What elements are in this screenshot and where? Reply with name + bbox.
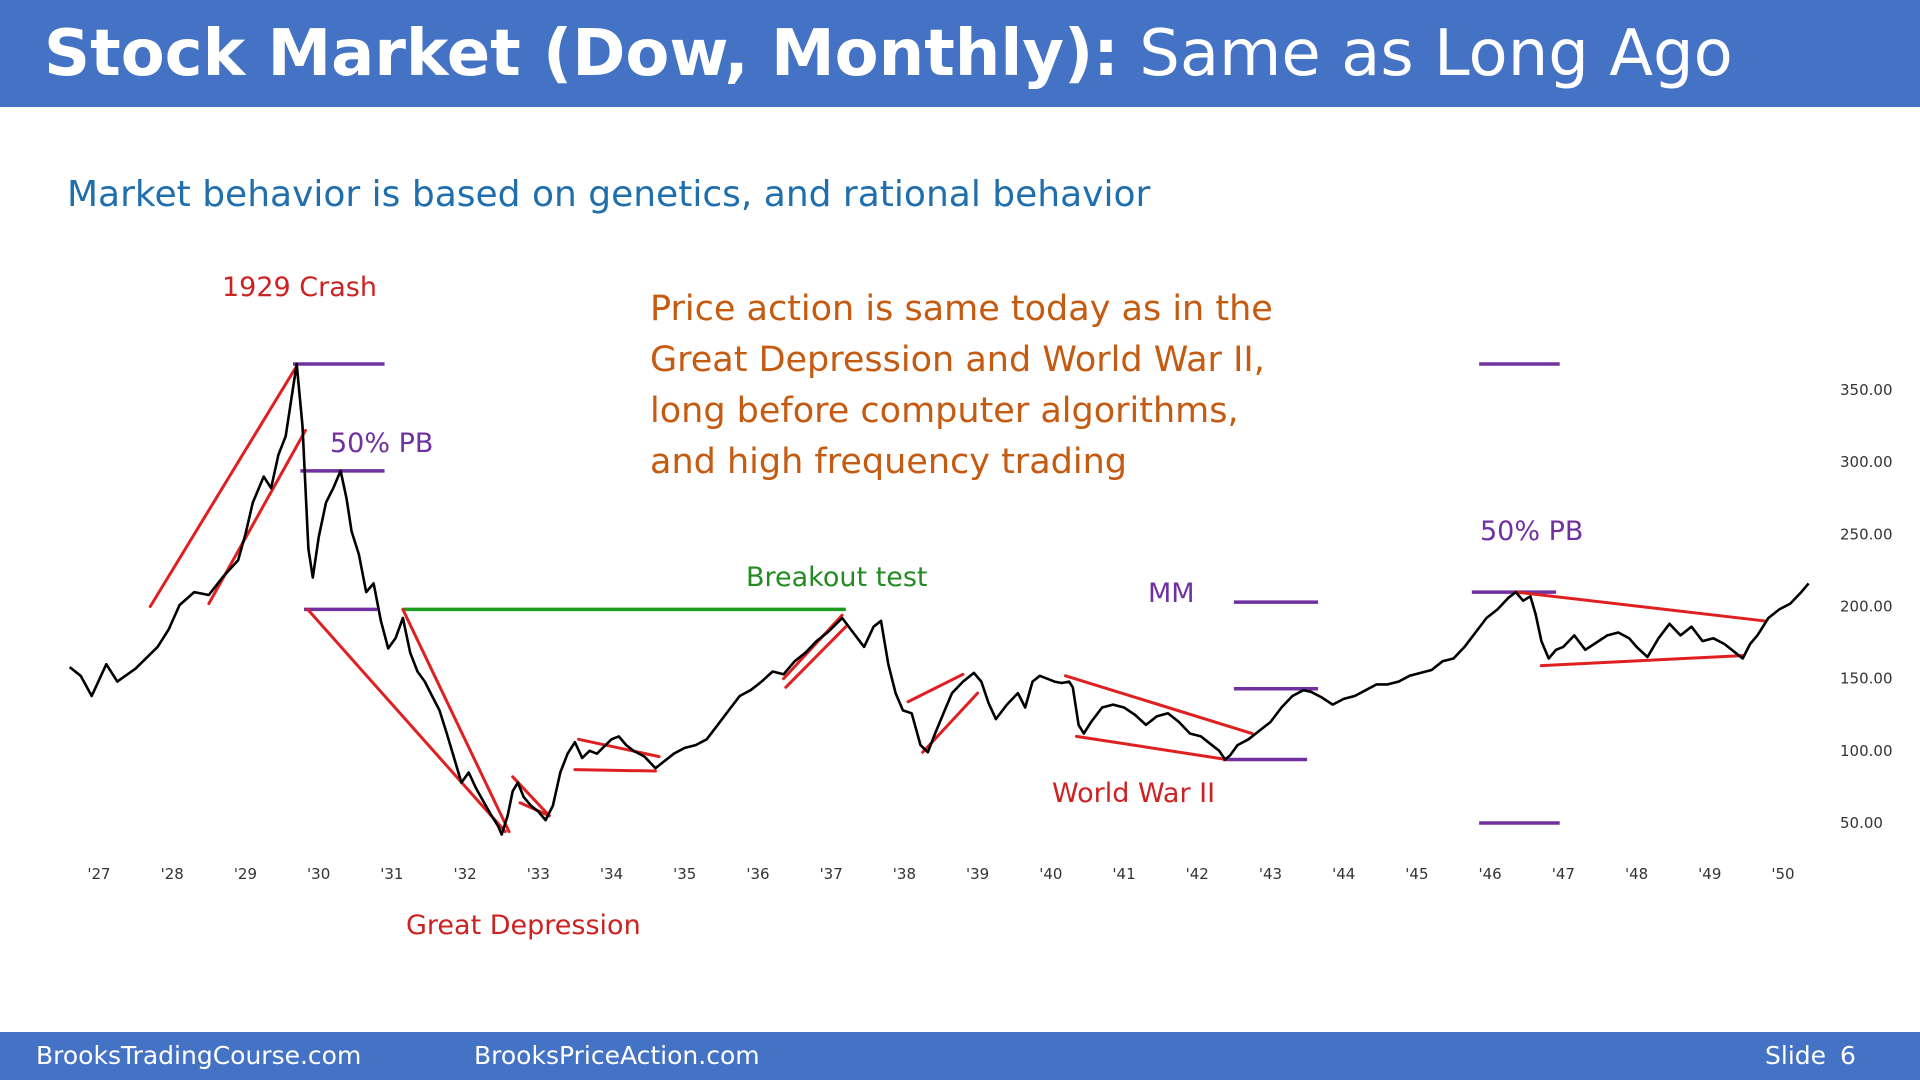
trend-line	[148, 366, 297, 608]
x-tick-label: '34	[600, 865, 623, 883]
label-world-war-ii: World War II	[1052, 778, 1215, 809]
trend-line	[1514, 590, 1767, 623]
label-1929-crash: 1929 Crash	[222, 272, 377, 303]
y-axis: 350.00 300.00 250.00 200.00 150.00 100.00 50.0…	[1840, 381, 1893, 832]
callout-line-3: long before computer algorithms,	[650, 391, 1239, 431]
trend-line	[573, 768, 657, 773]
x-tick-label: '32	[453, 865, 476, 883]
footer-slide-label: Slide	[1765, 1041, 1827, 1070]
x-axis: '27 '28 '29 '30 '31 '32 '33 '34 '35 '36 '37 '38 '39 '…	[87, 865, 1794, 883]
x-tick-label: '29	[234, 865, 257, 883]
trend-line	[1539, 654, 1745, 668]
trend-line	[906, 672, 965, 704]
trend-line	[1074, 734, 1229, 761]
trend-line	[1063, 674, 1254, 736]
x-tick-label: '33	[527, 865, 550, 883]
callout-text: Price action is same today as in the Gre…	[650, 284, 1273, 488]
x-tick-label: '31	[380, 865, 403, 883]
x-tick-label: '39	[966, 865, 989, 883]
subtitle-text: Market behavior is based on genetics, an…	[67, 174, 1151, 215]
x-tick-label: '50	[1771, 865, 1794, 883]
x-tick-label: '48	[1625, 865, 1648, 883]
y-tick-label: 350.00	[1840, 381, 1893, 399]
label-50-pb-right: 50% PB	[1480, 516, 1583, 547]
label-breakout-test: Breakout test	[746, 562, 928, 593]
x-tick-label: '38	[893, 865, 916, 883]
y-tick-label: 250.00	[1840, 525, 1893, 543]
x-tick-label: '40	[1039, 865, 1062, 883]
x-tick-label: '45	[1405, 865, 1428, 883]
x-tick-label: '49	[1698, 865, 1721, 883]
y-tick-label: 50.00	[1840, 814, 1883, 832]
x-tick-label: '42	[1186, 865, 1209, 883]
trend-line	[401, 607, 511, 834]
trend-line	[577, 737, 661, 759]
callout-line-2: Great Depression and World War II,	[650, 340, 1265, 380]
x-tick-label: '46	[1479, 865, 1502, 883]
x-tick-label: '28	[161, 865, 184, 883]
label-great-depression: Great Depression	[406, 910, 641, 941]
x-tick-label: '35	[673, 865, 696, 883]
title-bar: Stock Market (Dow, Monthly): Same as Lon…	[0, 0, 1920, 107]
footer-site-2: BrooksPriceAction.com	[474, 1041, 760, 1070]
x-tick-label: '37	[820, 865, 843, 883]
footer-bar: BrooksTradingCourse.com BrooksPriceActio…	[0, 1032, 1920, 1080]
callout-line-1: Price action is same today as in the	[650, 289, 1273, 329]
label-50-pb-left: 50% PB	[330, 428, 433, 459]
x-tick-label: '43	[1259, 865, 1282, 883]
trend-lines	[148, 366, 1767, 834]
x-tick-label: '36	[746, 865, 769, 883]
dow-monthly-chart: '27 '28 '29 '30 '31 '32 '33 '34 '35 '36 '37 '38 '39 '…	[68, 272, 1893, 941]
price-series	[68, 362, 1810, 836]
x-tick-label: '27	[87, 865, 110, 883]
slide-title-bold: Stock Market (Dow, Monthly):	[44, 17, 1119, 91]
footer-slide-number: 6	[1840, 1041, 1856, 1070]
y-tick-label: 300.00	[1840, 453, 1893, 471]
trend-line	[306, 607, 507, 834]
trend-line	[784, 625, 848, 689]
footer-site-1: BrooksTradingCourse.com	[36, 1041, 362, 1070]
x-tick-label: '44	[1332, 865, 1355, 883]
slide-title: Stock Market (Dow, Monthly): Same as Lon…	[44, 14, 1733, 94]
y-tick-label: 150.00	[1840, 670, 1893, 688]
callout-line-4: and high frequency trading	[650, 442, 1127, 482]
measure-lines	[293, 362, 1560, 825]
slide-title-light: Same as Long Ago	[1139, 17, 1733, 91]
label-mm: MM	[1148, 578, 1195, 609]
x-tick-label: '30	[307, 865, 330, 883]
x-tick-label: '47	[1552, 865, 1575, 883]
x-tick-label: '41	[1112, 865, 1135, 883]
y-tick-label: 200.00	[1840, 598, 1893, 616]
trend-line	[782, 613, 844, 681]
price-line	[68, 362, 1810, 836]
y-tick-label: 100.00	[1840, 742, 1893, 760]
